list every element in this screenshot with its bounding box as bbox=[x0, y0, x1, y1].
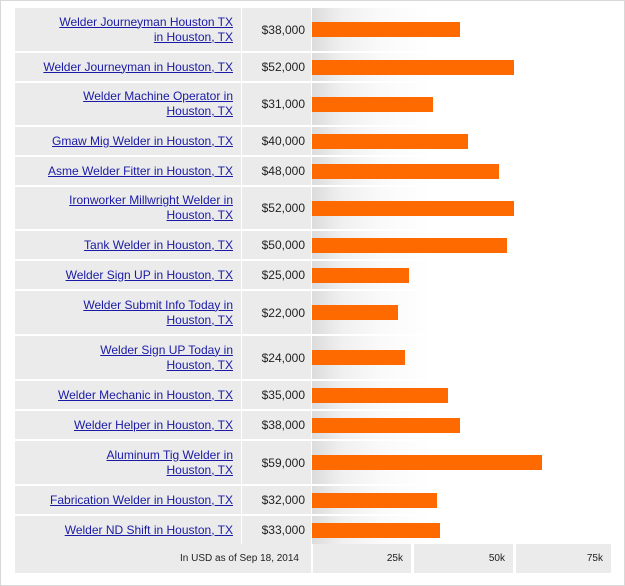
table-row: Welder Journeyman in Houston, TX $52,000 bbox=[15, 53, 611, 81]
salary-label: $33,000 bbox=[242, 516, 311, 544]
bar-track bbox=[312, 291, 611, 334]
bar-track bbox=[312, 381, 611, 409]
job-title-cell: Welder Sign UP Today in Houston, TX bbox=[15, 336, 241, 379]
salary-label: $52,000 bbox=[242, 53, 311, 81]
table-row: Welder Journeyman Houston TX in Houston,… bbox=[15, 8, 611, 51]
job-title-cell: Ironworker Millwright Welder in Houston,… bbox=[15, 187, 241, 229]
bar-track bbox=[312, 516, 611, 544]
salary-label: $50,000 bbox=[242, 231, 311, 259]
job-title-link[interactable]: Tank Welder in Houston, TX bbox=[84, 237, 233, 252]
salary-label: $22,000 bbox=[242, 291, 311, 334]
salary-bar bbox=[312, 350, 405, 365]
job-title-cell: Aluminum Tig Welder in Houston, TX bbox=[15, 441, 241, 484]
axis-band bbox=[313, 544, 411, 573]
bar-track bbox=[312, 157, 611, 185]
table-row: Ironworker Millwright Welder in Houston,… bbox=[15, 187, 611, 229]
salary-bar bbox=[312, 238, 507, 253]
job-title-cell: Welder Journeyman in Houston, TX bbox=[15, 53, 241, 81]
salary-bar bbox=[312, 493, 437, 508]
job-title-link[interactable]: Welder ND Shift in Houston, TX bbox=[64, 522, 233, 537]
job-title-cell: Tank Welder in Houston, TX bbox=[15, 231, 241, 259]
salary-bar bbox=[312, 97, 433, 112]
bar-track bbox=[312, 336, 611, 379]
salary-bar bbox=[312, 60, 514, 75]
salary-label: $35,000 bbox=[242, 381, 311, 409]
axis-note: In USD as of Sep 18, 2014 bbox=[15, 544, 311, 573]
table-row: Aluminum Tig Welder in Houston, TX $59,00… bbox=[15, 441, 611, 484]
bar-track bbox=[312, 486, 611, 514]
job-title-cell: Welder Helper in Houston, TX bbox=[15, 411, 241, 439]
table-row: Tank Welder in Houston, TX $50,000 bbox=[15, 231, 611, 259]
job-title-cell: Welder Mechanic in Houston, TX bbox=[15, 381, 241, 409]
job-title-cell: Welder Submit Info Today in Houston, TX bbox=[15, 291, 241, 334]
job-title-link[interactable]: Welder Helper in Houston, TX bbox=[74, 417, 233, 432]
table-row: Fabrication Welder in Houston, TX $32,000 bbox=[15, 486, 611, 514]
job-title-link[interactable]: Welder Journeyman Houston TX in Houston,… bbox=[59, 14, 233, 44]
job-title-link[interactable]: Asme Welder Fitter in Houston, TX bbox=[48, 163, 233, 178]
bar-track bbox=[312, 411, 611, 439]
bar-track bbox=[312, 261, 611, 289]
bar-track bbox=[312, 441, 611, 484]
job-title-link[interactable]: Welder Mechanic in Houston, TX bbox=[58, 387, 233, 402]
salary-bar bbox=[312, 455, 542, 470]
job-title-link[interactable]: Gmaw Mig Welder in Houston, TX bbox=[52, 133, 233, 148]
salary-bar bbox=[312, 164, 499, 179]
job-title-link[interactable]: Welder Sign UP in Houston, TX bbox=[65, 267, 233, 282]
bar-track bbox=[312, 53, 611, 81]
job-title-link[interactable]: Welder Sign UP Today in Houston, TX bbox=[100, 342, 233, 372]
x-tick-label: 25k bbox=[386, 553, 403, 564]
salary-label: $32,000 bbox=[242, 486, 311, 514]
x-tick-label: 50k bbox=[488, 553, 505, 564]
table-row: Welder Sign UP Today in Houston, TX $24,0… bbox=[15, 336, 611, 379]
table-row: Asme Welder Fitter in Houston, TX $48,000 bbox=[15, 157, 611, 185]
bar-track bbox=[312, 127, 611, 155]
table-row: Welder ND Shift in Houston, TX $33,000 bbox=[15, 516, 611, 544]
table-row: Welder Mechanic in Houston, TX $35,000 bbox=[15, 381, 611, 409]
salary-label: $52,000 bbox=[242, 187, 311, 229]
job-title-cell: Asme Welder Fitter in Houston, TX bbox=[15, 157, 241, 185]
job-title-link[interactable]: Ironworker Millwright Welder in Houston,… bbox=[69, 193, 233, 222]
salary-label: $24,000 bbox=[242, 336, 311, 379]
salary-label: $59,000 bbox=[242, 441, 311, 484]
bar-track bbox=[312, 8, 611, 51]
axis-band bbox=[414, 544, 513, 573]
salary-bar bbox=[312, 22, 460, 37]
salary-label: $25,000 bbox=[242, 261, 311, 289]
job-title-link[interactable]: Welder Machine Operator in Houston, TX bbox=[83, 89, 233, 118]
job-title-link[interactable]: Aluminum Tig Welder in Houston, TX bbox=[106, 447, 234, 477]
salary-bar bbox=[312, 201, 514, 216]
salary-bar bbox=[312, 305, 398, 320]
salary-bar bbox=[312, 268, 409, 283]
salary-label: $38,000 bbox=[242, 8, 311, 51]
job-title-link[interactable]: Welder Submit Info Today in Houston, TX bbox=[83, 297, 233, 327]
salary-label: $31,000 bbox=[242, 83, 311, 125]
salary-label: $48,000 bbox=[242, 157, 311, 185]
job-title-cell: Welder ND Shift in Houston, TX bbox=[15, 516, 241, 544]
bar-track bbox=[312, 83, 611, 125]
salary-bar bbox=[312, 418, 460, 433]
table-row: Welder Helper in Houston, TX $38,000 bbox=[15, 411, 611, 439]
x-axis: In USD as of Sep 18, 2014 25k 50k 75k bbox=[15, 544, 611, 573]
job-title-link[interactable]: Welder Journeyman in Houston, TX bbox=[43, 59, 233, 74]
bar-track bbox=[312, 187, 611, 229]
x-tick-label: 75k bbox=[586, 553, 603, 564]
table-row: Welder Submit Info Today in Houston, TX $… bbox=[15, 291, 611, 334]
table-row: Gmaw Mig Welder in Houston, TX $40,000 bbox=[15, 127, 611, 155]
axis-band bbox=[516, 544, 611, 573]
bar-track bbox=[312, 231, 611, 259]
job-title-cell: Welder Sign UP in Houston, TX bbox=[15, 261, 241, 289]
salary-bar bbox=[312, 134, 468, 149]
job-title-cell: Gmaw Mig Welder in Houston, TX bbox=[15, 127, 241, 155]
salary-label: $38,000 bbox=[242, 411, 311, 439]
table-row: Welder Sign UP in Houston, TX $25,000 bbox=[15, 261, 611, 289]
job-title-cell: Welder Journeyman Houston TX in Houston,… bbox=[15, 8, 241, 51]
job-title-cell: Fabrication Welder in Houston, TX bbox=[15, 486, 241, 514]
salary-bar bbox=[312, 388, 448, 403]
job-title-link[interactable]: Fabrication Welder in Houston, TX bbox=[50, 492, 233, 507]
salary-label: $40,000 bbox=[242, 127, 311, 155]
salary-bar bbox=[312, 523, 440, 538]
table-row: Welder Machine Operator in Houston, TX $3… bbox=[15, 83, 611, 125]
job-title-cell: Welder Machine Operator in Houston, TX bbox=[15, 83, 241, 125]
